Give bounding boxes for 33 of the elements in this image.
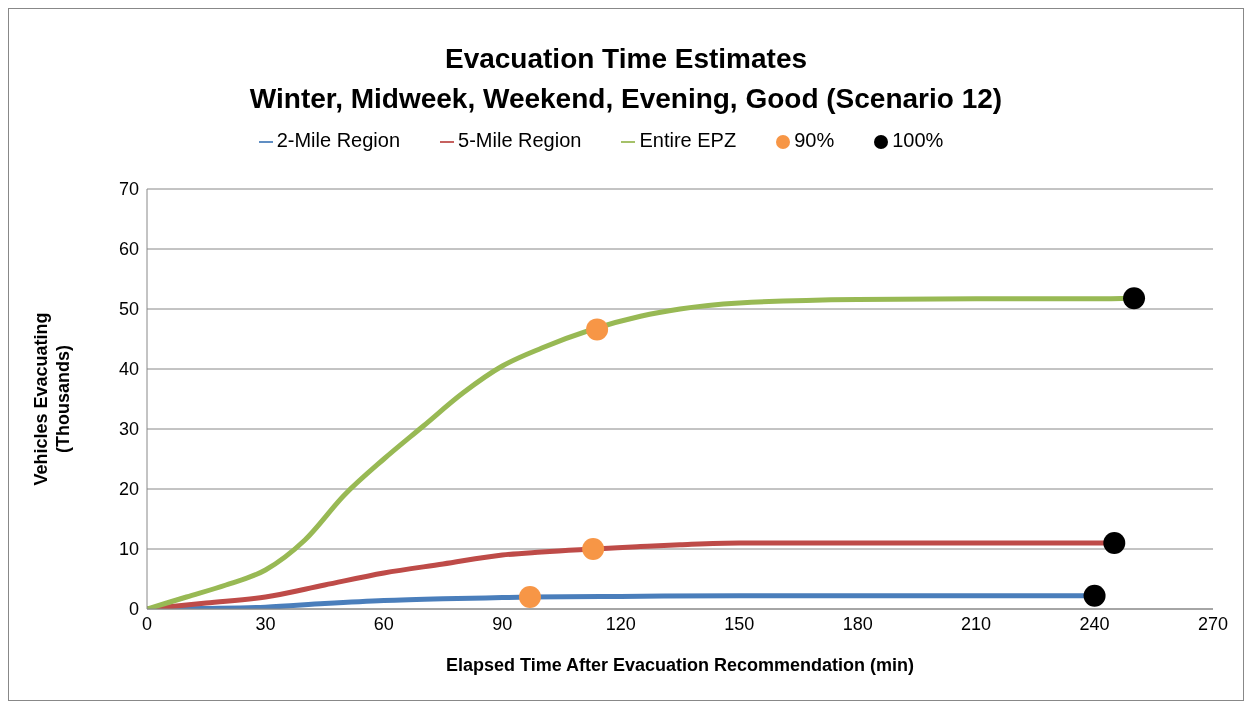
point — [582, 538, 605, 560]
point — [586, 318, 609, 341]
y-tick-label: 50 — [118, 299, 139, 320]
y-tick-label: 70 — [118, 179, 139, 200]
point — [1123, 287, 1146, 310]
chart-subtitle: Winter, Midweek, Weekend, Evening, Good (Scenario 12) — [248, 82, 1004, 116]
x-tick-label: 30 — [255, 613, 276, 634]
x-tick-label: 150 — [724, 613, 755, 634]
y-tick-label: 40 — [118, 359, 139, 380]
x-tick-label: 120 — [605, 613, 636, 634]
legend-label: 2-Mile Region — [276, 129, 401, 151]
chart-title: Evacuation Time Estimates — [443, 42, 809, 76]
x-tick-label: 60 — [373, 613, 394, 634]
y-tick-label: 0 — [128, 599, 139, 620]
point — [518, 586, 541, 608]
legend-label: 5-Mile Region — [458, 129, 582, 151]
x-tick-label: 0 — [141, 613, 153, 634]
x-tick-label: 270 — [1197, 613, 1229, 634]
x-tick-label: 90 — [492, 613, 513, 634]
legend-label: Entire EPZ — [639, 129, 737, 151]
y-tick-label: 30 — [118, 419, 139, 440]
x-tick-label: 180 — [842, 613, 873, 634]
legend-label: 100% — [892, 129, 944, 151]
legend-label: 90% — [794, 129, 835, 151]
x-tick-label: 240 — [1079, 613, 1110, 634]
y-tick-label: 10 — [118, 539, 139, 560]
point — [1083, 584, 1106, 607]
y-axis-title: Vehicles Evacuating (Thousands) — [31, 312, 73, 486]
x-axis-title: Elapsed Time After Evacuation Recommendation (min) — [445, 655, 915, 675]
x-tick-label: 210 — [961, 613, 992, 634]
point — [1103, 532, 1126, 554]
y-tick-label: 60 — [118, 239, 139, 260]
y-tick-label: 20 — [118, 479, 139, 500]
